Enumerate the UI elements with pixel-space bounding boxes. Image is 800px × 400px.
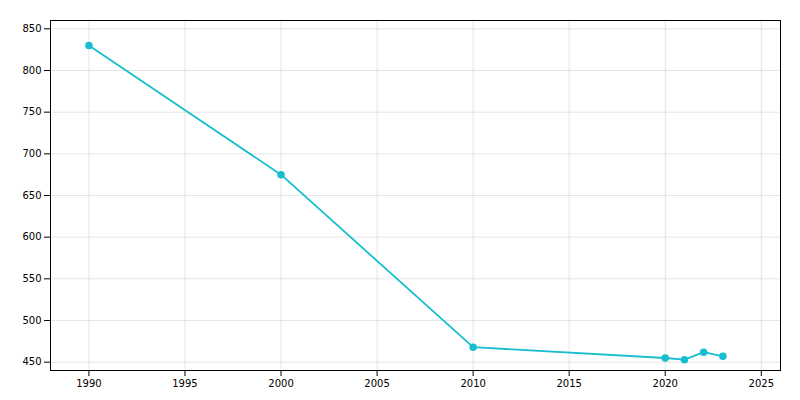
svg-text:800: 800 [22,65,41,76]
svg-text:450: 450 [22,356,41,367]
svg-text:700: 700 [22,148,41,159]
svg-text:2015: 2015 [556,378,581,389]
svg-text:550: 550 [22,273,41,284]
svg-text:2025: 2025 [749,378,774,389]
svg-text:1990: 1990 [76,378,101,389]
svg-text:750: 750 [22,106,41,117]
svg-text:2000: 2000 [268,378,293,389]
svg-text:2020: 2020 [653,378,678,389]
svg-text:600: 600 [22,231,41,242]
svg-text:850: 850 [22,23,41,34]
svg-text:650: 650 [22,190,41,201]
svg-text:500: 500 [22,315,41,326]
svg-text:2010: 2010 [460,378,485,389]
svg-text:1995: 1995 [172,378,197,389]
svg-text:2005: 2005 [364,378,389,389]
